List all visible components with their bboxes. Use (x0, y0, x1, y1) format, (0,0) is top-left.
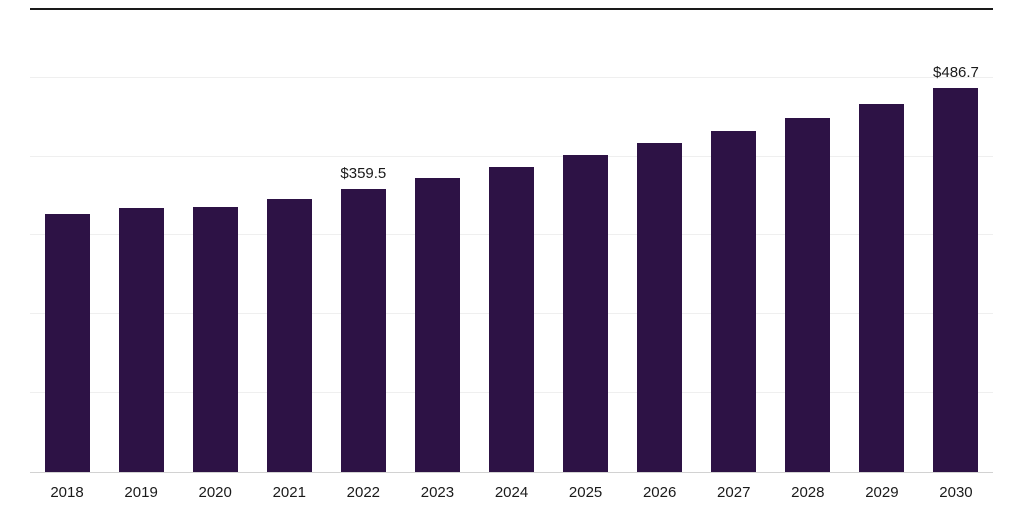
x-axis-label-2027: 2027 (717, 484, 751, 501)
x-axis-label-2026: 2026 (642, 484, 677, 501)
x-axis-label-2022: 2022 (346, 484, 381, 501)
bar-slot-2019 (104, 10, 178, 472)
x-axis-label-2018: 2018 (50, 484, 84, 501)
bar-2018 (44, 213, 90, 472)
bar-slot-2021 (252, 10, 326, 472)
x-axis-label-2023: 2023 (420, 484, 455, 501)
x-axis-label-2029: 2029 (865, 484, 899, 501)
chart-top-border (30, 8, 993, 10)
x-axis-label-2025: 2025 (568, 484, 603, 501)
x-axis-label-2019: 2019 (124, 484, 158, 501)
bar-value-label-2030: $486.7 (933, 64, 979, 82)
x-axis-label-2030: 2030 (939, 484, 973, 501)
bar-slot-2020 (178, 10, 252, 472)
bar-slot-2024 (474, 10, 548, 472)
bar-slot-2023 (400, 10, 474, 472)
x-axis-label-2020: 2020 (198, 484, 232, 501)
bar-2021 (266, 199, 312, 472)
x-axis-label-2024: 2024 (494, 484, 529, 501)
x-axis-label-2028: 2028 (791, 484, 825, 501)
bar-2022: $359.5 (340, 165, 386, 472)
bar-slot-2029 (845, 10, 919, 472)
x-axis-line (30, 472, 993, 473)
bar-2027 (711, 130, 757, 472)
bar-2028 (785, 117, 831, 472)
bar-2030: $486.7 (933, 64, 979, 472)
bar-slot-2018 (30, 10, 104, 472)
plot-area: $359.5 $486.7 (30, 10, 993, 472)
bar-value-label-2022: $359.5 (340, 164, 387, 182)
bar-2023 (414, 178, 460, 472)
bar-slot-2030: $486.7 (919, 10, 993, 472)
bar-2025 (563, 155, 609, 472)
bar-2020 (192, 207, 238, 472)
x-axis-label-2021: 2021 (272, 484, 306, 501)
bar-2026 (637, 143, 683, 472)
bar-slot-2025 (549, 10, 623, 472)
bar-2024 (489, 166, 534, 472)
bar-slot-2022: $359.5 (326, 10, 400, 472)
bar-2019 (118, 208, 164, 472)
bar-slot-2026 (623, 10, 697, 472)
bar-slot-2028 (771, 10, 845, 472)
bar-2029 (859, 103, 905, 472)
x-axis-labels: 2018 2019 2020 2021 2022 2023 2024 2025 2026 2027… (30, 484, 993, 501)
bar-slot-2027 (697, 10, 771, 472)
